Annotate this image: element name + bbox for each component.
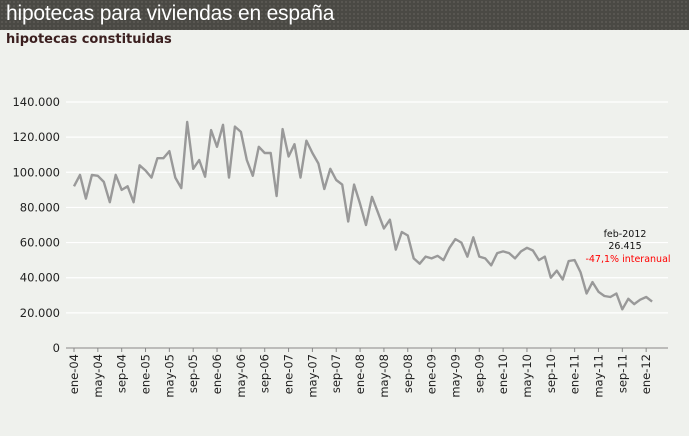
x-tick-label: may-05 bbox=[162, 354, 176, 398]
x-tick-label: ene-09 bbox=[425, 354, 439, 394]
x-tick-label: may-11 bbox=[591, 354, 605, 398]
y-tick-label: 140.000 bbox=[12, 95, 60, 109]
x-tick-label: sep-05 bbox=[186, 354, 200, 393]
x-tick-label: sep-06 bbox=[258, 354, 272, 393]
x-tick-label: ene-10 bbox=[496, 354, 510, 394]
x-tick-label: ene-05 bbox=[139, 354, 153, 394]
annotation-change: -47,1% interanual bbox=[585, 254, 671, 265]
series-line bbox=[72, 120, 653, 311]
y-tick-label: 20.000 bbox=[20, 306, 60, 320]
x-tick-label: sep-08 bbox=[401, 354, 415, 393]
y-tick-label: 120.000 bbox=[12, 130, 60, 144]
x-tick-label: may-06 bbox=[234, 354, 248, 398]
x-tick-label: may-07 bbox=[305, 354, 319, 398]
y-tick-label: 40.000 bbox=[20, 271, 60, 285]
x-tick-label: may-04 bbox=[91, 354, 105, 398]
y-tick-label: 0 bbox=[53, 341, 60, 355]
y-tick-label: 60.000 bbox=[20, 236, 60, 250]
title-bar: hipotecas para viviendas en españa bbox=[0, 0, 689, 30]
annotation-date: feb-2012 bbox=[603, 229, 647, 240]
x-tick-label: sep-09 bbox=[472, 354, 486, 393]
x-tick-label: sep-07 bbox=[329, 354, 343, 393]
x-tick-label: ene-04 bbox=[67, 354, 81, 394]
y-tick-label: 100.000 bbox=[12, 165, 60, 179]
chart-title: hipotecas para viviendas en españa bbox=[6, 2, 335, 25]
x-tick-label: sep-11 bbox=[615, 354, 629, 393]
annotation-value: 26.415 bbox=[608, 241, 642, 252]
x-tick-label: ene-08 bbox=[353, 354, 367, 394]
x-tick-label: ene-12 bbox=[639, 354, 653, 394]
x-tick-label: ene-11 bbox=[568, 354, 582, 394]
chart-subtitle: hipotecas constituidas bbox=[6, 32, 172, 47]
x-tick-label: ene-06 bbox=[210, 354, 224, 394]
y-tick-label: 80.000 bbox=[20, 200, 60, 214]
x-tick-label: sep-04 bbox=[115, 354, 129, 393]
x-tick-label: sep-10 bbox=[544, 354, 558, 393]
x-tick-label: may-08 bbox=[377, 354, 391, 398]
x-tick-label: may-10 bbox=[520, 354, 534, 398]
x-tick-label: may-09 bbox=[448, 354, 462, 398]
x-tick-label: ene-07 bbox=[282, 354, 296, 394]
